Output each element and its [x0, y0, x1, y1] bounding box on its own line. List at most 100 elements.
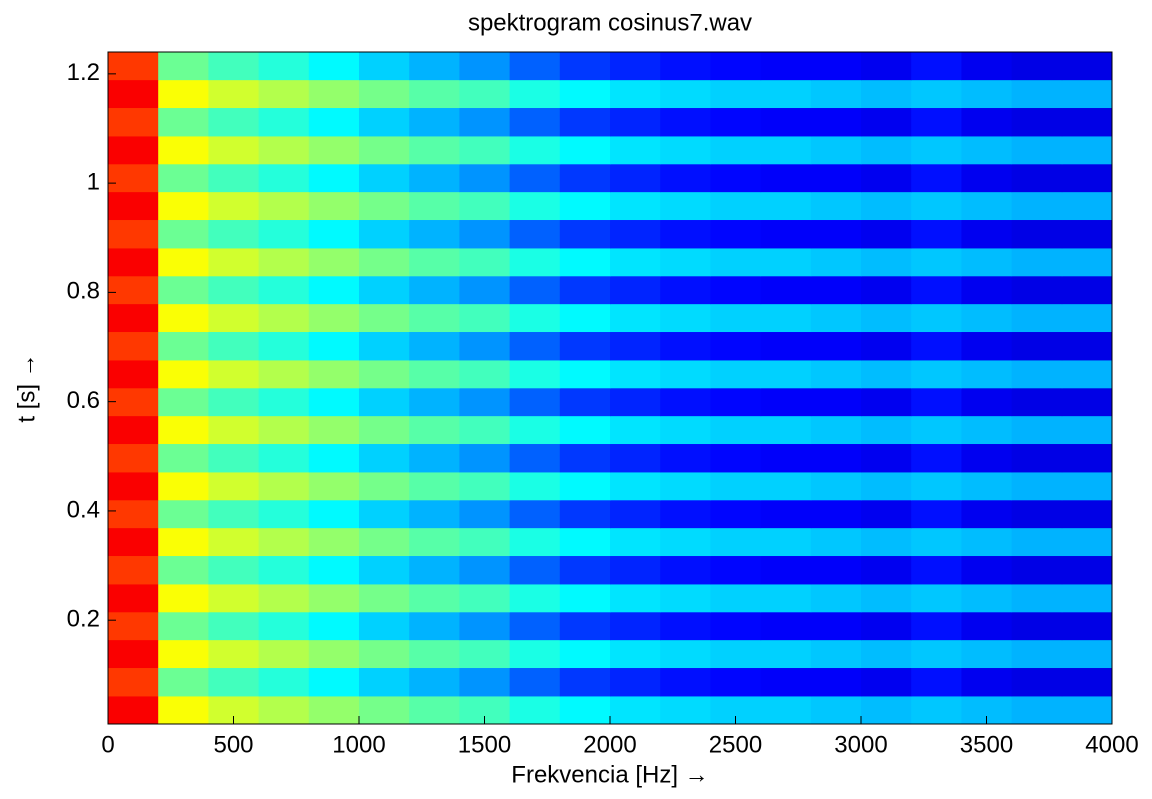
heatmap-cell [861, 639, 912, 669]
heatmap-cell [308, 163, 360, 193]
heatmap-cell [509, 275, 561, 305]
heatmap-cell [1061, 611, 1113, 641]
heatmap-cell [359, 611, 410, 641]
heatmap-cell [409, 51, 460, 81]
heatmap-cell [710, 443, 762, 473]
heatmap-cell [911, 163, 962, 193]
heatmap-cell [208, 219, 260, 249]
heatmap-cell [258, 527, 310, 557]
axes: 0 500 1000 1500 2000 2500 3000 3500 4000 0.2 0.4 0.… [67, 51, 1139, 758]
heatmap-cell [459, 415, 511, 445]
heatmap-cell [1061, 275, 1113, 305]
y-tick-label: 1 [87, 168, 100, 195]
heatmap-cell [660, 107, 711, 137]
heatmap-cell [710, 415, 762, 445]
y-tick-label: 1.2 [67, 59, 100, 86]
heatmap-cell [961, 555, 1013, 585]
heatmap-cell [208, 303, 260, 333]
heatmap-cell [961, 107, 1013, 137]
heatmap-cell [1011, 331, 1063, 361]
heatmap-cell [208, 51, 260, 81]
heatmap-cell [108, 583, 159, 613]
heatmap-cell [1011, 471, 1063, 501]
heatmap-cell [409, 303, 460, 333]
heatmap-cell [961, 499, 1013, 529]
heatmap-cell [208, 107, 260, 137]
heatmap-cell [409, 331, 460, 361]
heatmap-cell [559, 107, 611, 137]
heatmap-cell [610, 359, 661, 389]
heatmap-cell [158, 275, 209, 305]
heatmap-cell [760, 499, 812, 529]
heatmap-cell [308, 639, 360, 669]
heatmap-cell [359, 527, 410, 557]
heatmap-cell [258, 51, 310, 81]
heatmap-cell [911, 583, 962, 613]
heatmap-cell [509, 387, 561, 417]
heatmap-cell [208, 471, 260, 501]
heatmap-cell [559, 443, 611, 473]
heatmap-cell [660, 443, 711, 473]
heatmap-cell [911, 387, 962, 417]
heatmap-cell [861, 51, 912, 81]
heatmap-cell [158, 51, 209, 81]
heatmap-cell [861, 275, 912, 305]
y-tick-label: 0.4 [67, 496, 100, 523]
heatmap-cell [509, 415, 561, 445]
heatmap-cell [258, 695, 310, 725]
heatmap-cell [208, 387, 260, 417]
heatmap-cell [1061, 667, 1113, 697]
heatmap-cell [911, 135, 962, 165]
heatmap-cell [861, 471, 912, 501]
heatmap-cell [409, 79, 460, 109]
heatmap-cell [158, 247, 209, 277]
heatmap-cell [961, 163, 1013, 193]
heatmap-cell [861, 303, 912, 333]
heatmap-cell [359, 415, 410, 445]
heatmap-cell [459, 163, 511, 193]
heatmap-cell [610, 443, 661, 473]
heatmap-cell [158, 471, 209, 501]
heatmap-cell [810, 639, 862, 669]
heatmap-cell [158, 611, 209, 641]
heatmap-cell [108, 79, 159, 109]
heatmap-cell [409, 611, 460, 641]
heatmap-cell [710, 191, 762, 221]
heatmap-cell [911, 51, 962, 81]
heatmap-cell [610, 471, 661, 501]
heatmap-cell [1011, 667, 1063, 697]
heatmap-cell [610, 667, 661, 697]
heatmap-cell [1011, 695, 1063, 725]
heatmap-cell [961, 415, 1013, 445]
heatmap-cell [509, 219, 561, 249]
heatmap-cell [710, 359, 762, 389]
heatmap-cell [610, 611, 661, 641]
heatmap-cell [861, 79, 912, 109]
heatmap-cell [861, 611, 912, 641]
heatmap-cell [258, 499, 310, 529]
heatmap-cell [710, 527, 762, 557]
heatmap-cell [509, 499, 561, 529]
heatmap-cell [559, 583, 611, 613]
heatmap-cell [559, 359, 611, 389]
heatmap-cell [359, 79, 410, 109]
heatmap-cell [208, 331, 260, 361]
heatmap-cell [208, 191, 260, 221]
heatmap-cell [158, 107, 209, 137]
heatmap-cell [258, 79, 310, 109]
heatmap-cell [660, 527, 711, 557]
heatmap-cell [158, 135, 209, 165]
heatmap-cell [258, 471, 310, 501]
heatmap-cell [660, 695, 711, 725]
heatmap-cell [509, 107, 561, 137]
heatmap-cell [610, 639, 661, 669]
heatmap-cell [359, 107, 410, 137]
heatmap-cell [760, 163, 812, 193]
heatmap-cell [459, 219, 511, 249]
heatmap-cell [158, 191, 209, 221]
heatmap-cell [208, 499, 260, 529]
heatmap-cell [1061, 107, 1113, 137]
heatmap-cell [359, 303, 410, 333]
heatmap-cell [911, 695, 962, 725]
heatmap-cell [359, 219, 410, 249]
